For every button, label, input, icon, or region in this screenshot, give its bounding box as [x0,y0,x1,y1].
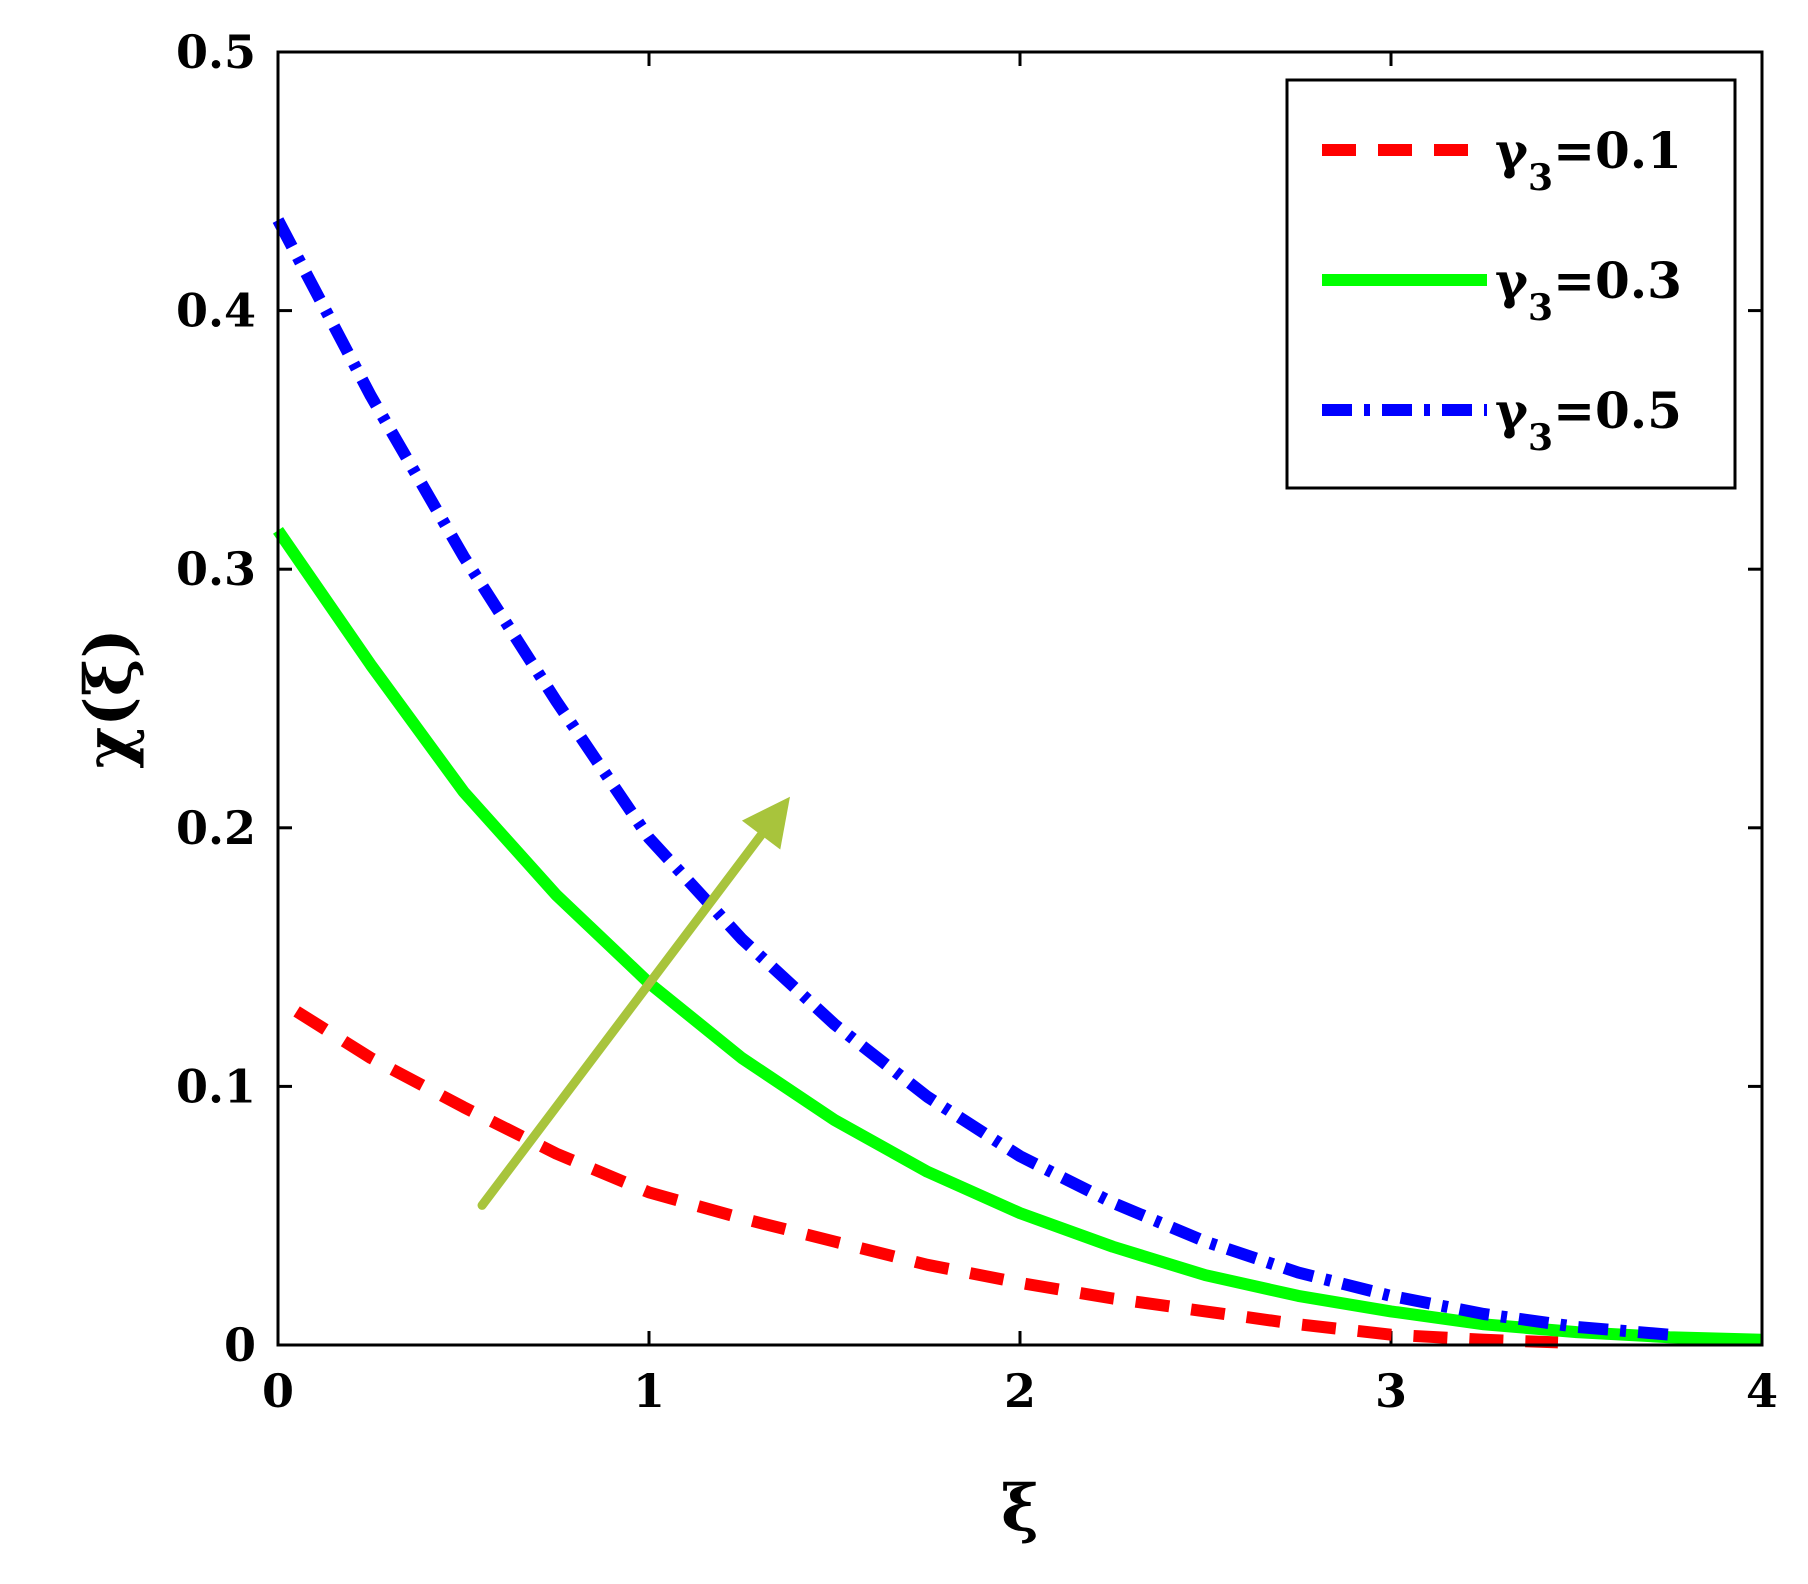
legend-layer: γ3=0.1γ3=0.3γ3=0.5 [1285,78,1737,490]
legend-label-value: =0.3 [1553,251,1682,310]
y-tick-label: 0.1 [176,1059,256,1113]
y-axis-title: χ(ξ) [71,628,146,769]
x-axis-title: ξ [1001,1471,1039,1546]
legend-label-value: =0.5 [1553,381,1682,440]
x-tick-label: 4 [1746,1364,1778,1418]
y-tick-label: 0 [224,1318,256,1372]
legend-label-3: γ3=0.5 [1495,381,1682,459]
annotation-arrow-head [741,796,790,850]
plot-frame [276,50,1764,1347]
legend-label-subscript: 3 [1528,417,1553,459]
y-tick-label: 0.3 [176,542,256,596]
x-tick-label: 0 [262,1364,294,1418]
x-tick-label: 1 [633,1364,665,1418]
annotation-layer [477,796,790,1210]
annotation-arrow-shaft [477,830,766,1210]
legend-label-symbol: γ [1495,381,1529,440]
series-line-1 [293,1006,1559,1349]
series-layer [272,217,1763,1349]
legend-label-symbol: γ [1495,121,1529,180]
legend-label-2: γ3=0.3 [1495,251,1682,329]
legend-label-subscript: 3 [1528,157,1553,199]
legend-label-symbol: γ [1495,251,1529,310]
y-tick-label: 0.5 [176,25,256,79]
legend-label-value: =0.1 [1553,121,1682,180]
x-tick-label: 2 [1004,1364,1036,1418]
y-tick-label: 0.2 [176,801,256,855]
legend-label-1: γ3=0.1 [1495,121,1682,199]
y-tick-label: 0.4 [176,284,256,338]
series-line-2 [273,526,1763,1346]
labels-layer: 0 1 2 3 4 0 0.1 0.2 0.3 0.4 0.5 ξ χ(ξ) [71,25,1778,1546]
series-line-3 [272,217,1670,1341]
x-tick-label: 3 [1375,1364,1407,1418]
legend-label-subscript: 3 [1528,287,1553,329]
